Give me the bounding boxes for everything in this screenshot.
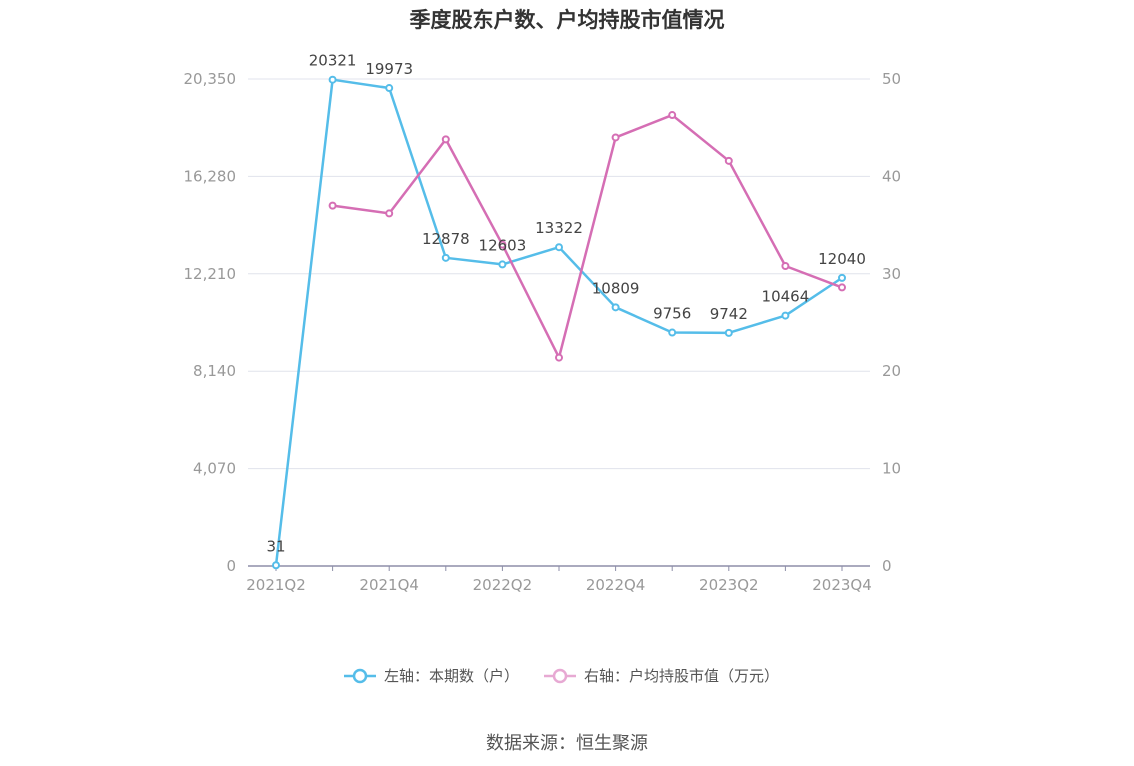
data-point: [385, 84, 394, 93]
y-left-tick-label: 4,070: [193, 460, 236, 478]
data-point: [385, 209, 394, 218]
x-tick-label: 2022Q2: [473, 576, 533, 594]
legend-marker: [352, 668, 368, 684]
y-right-tick-label: 30: [882, 265, 901, 283]
data-label: 13322: [535, 219, 583, 237]
data-point: [611, 133, 620, 142]
data-labels: 31 20321 19973 12878 12603 13322 10809 9756 9742…: [266, 52, 865, 556]
y-left-tick-label: 20,350: [184, 70, 237, 88]
y-left-tick-label: 0: [226, 557, 236, 575]
y-right-tick-label: 20: [882, 362, 901, 380]
data-label: 19973: [365, 60, 413, 78]
grid-lines: [248, 78, 870, 470]
chart-title: 季度股东户数、户均持股市值情况: [409, 8, 725, 32]
data-label: 31: [266, 537, 285, 555]
y-left-tick-label: 16,280: [184, 167, 237, 185]
y-left-tick-label: 8,140: [193, 362, 236, 380]
data-point: [555, 353, 563, 362]
data-label: 10464: [762, 288, 810, 306]
x-tick-label: 2023Q2: [699, 576, 759, 594]
data-label: 9742: [710, 305, 748, 323]
x-tick-label: 2022Q4: [586, 576, 646, 594]
data-point: [781, 262, 790, 271]
y-left-tick-label: 12,210: [184, 265, 237, 283]
series-lines: [274, 78, 843, 566]
data-point: [611, 303, 620, 312]
data-point: [441, 253, 450, 262]
data-point: [272, 561, 280, 570]
data-point: [724, 156, 733, 165]
x-tick-label: 2021Q2: [246, 576, 306, 594]
data-point: [781, 311, 790, 320]
data-point: [498, 240, 507, 249]
data-point: [668, 111, 677, 120]
data-point: [328, 75, 337, 84]
data-label: 9756: [653, 305, 691, 323]
data-point: [328, 201, 337, 210]
data-label: 20321: [309, 52, 357, 70]
legend: 左轴：本期数（户） 右轴：户均持股市值（万元）: [344, 667, 779, 685]
data-label: 12040: [818, 250, 866, 268]
data-label: 12878: [422, 230, 470, 248]
series-points: [272, 75, 846, 570]
legend-label: 右轴：户均持股市值（万元）: [584, 667, 779, 685]
series-line-0: [274, 78, 843, 566]
data-point: [838, 273, 846, 282]
x-tick-label: 2023Q4: [812, 576, 872, 594]
y-right-tick-label: 50: [882, 70, 901, 88]
y-right-tick-label: 0: [882, 557, 892, 575]
data-label: 10809: [592, 279, 640, 297]
series-line-1: [332, 113, 843, 359]
data-point: [668, 328, 677, 337]
y-right-tick-label: 10: [882, 460, 901, 478]
legend-label: 左轴：本期数（户）: [384, 667, 519, 685]
data-point: [555, 243, 563, 252]
data-point: [498, 260, 507, 269]
data-point: [838, 283, 846, 292]
x-tick-label: 2021Q4: [359, 576, 419, 594]
y-right-tick-label: 40: [882, 167, 901, 185]
data-point: [724, 328, 733, 337]
data-point: [441, 135, 450, 144]
data-source: 数据来源：恒生聚源: [486, 733, 648, 754]
data-label: 12603: [479, 236, 527, 254]
axes: 0 0 4,070 10 8,140 20 12,210 30 16,280 40 20,350 50…: [184, 70, 902, 594]
legend-marker: [552, 668, 568, 684]
